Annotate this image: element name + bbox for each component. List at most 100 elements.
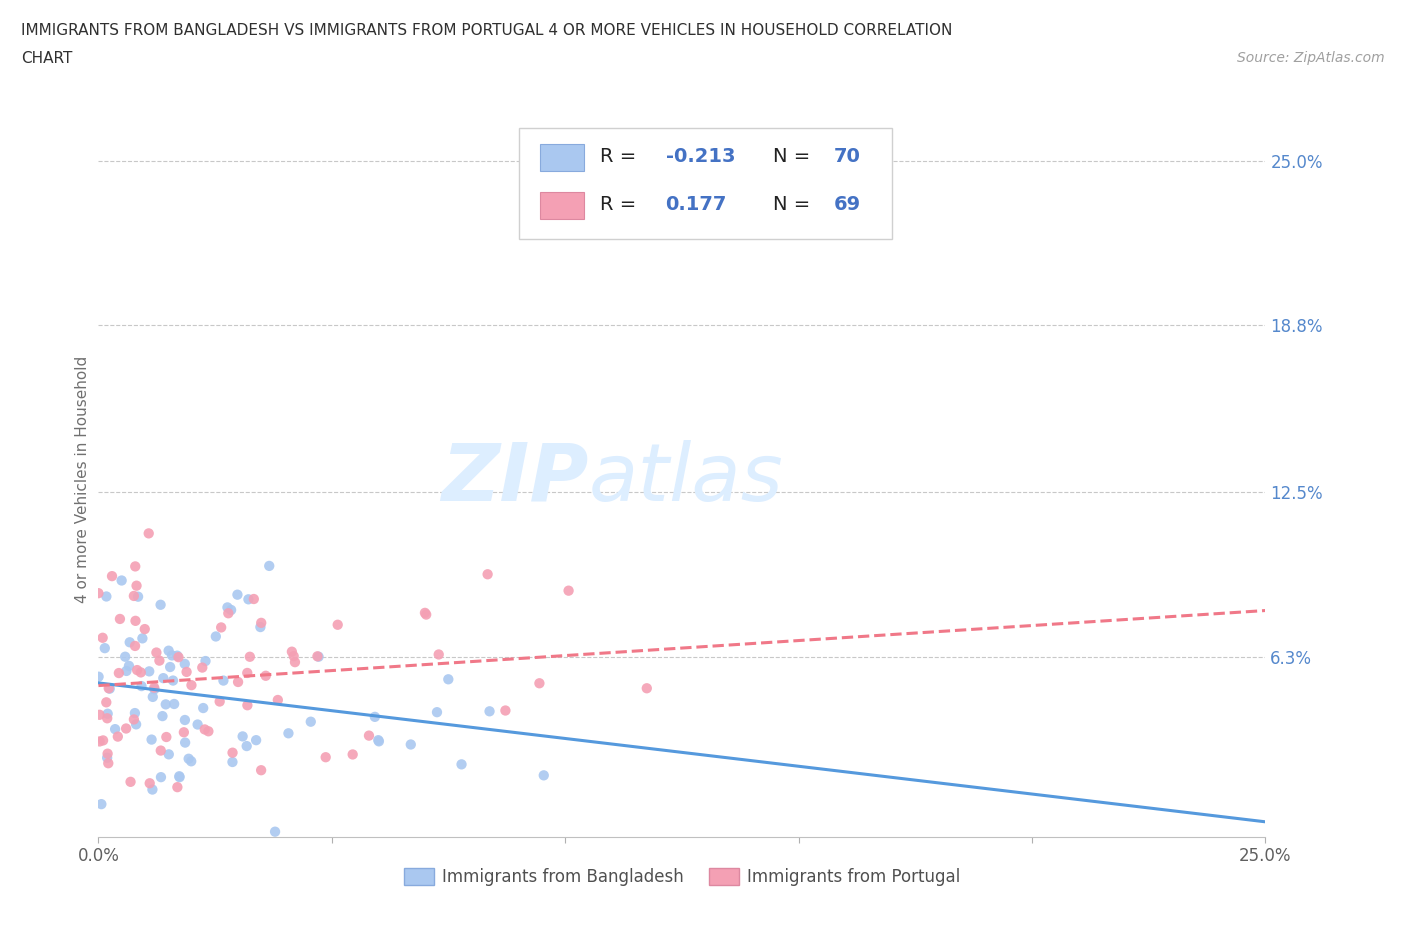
Point xyxy=(98,682,121,697)
Point xyxy=(413,605,436,620)
Point xyxy=(249,619,271,634)
Point xyxy=(118,658,141,673)
Point xyxy=(226,674,249,689)
Point xyxy=(124,639,146,654)
Point xyxy=(209,620,232,635)
Point xyxy=(236,698,259,712)
Point xyxy=(180,678,202,693)
Point xyxy=(267,693,290,708)
Point xyxy=(415,607,437,622)
Point xyxy=(149,597,172,612)
Point xyxy=(162,673,184,688)
Point xyxy=(450,757,472,772)
Point xyxy=(152,709,174,724)
Point xyxy=(187,717,209,732)
Text: IMMIGRANTS FROM BANGLADESH VS IMMIGRANTS FROM PORTUGAL 4 OR MORE VEHICLES IN HOU: IMMIGRANTS FROM BANGLADESH VS IMMIGRANTS… xyxy=(21,23,952,38)
Point xyxy=(163,697,186,711)
Point xyxy=(243,591,266,606)
Point xyxy=(96,695,118,710)
Point xyxy=(277,725,299,740)
Point xyxy=(238,591,260,606)
Point xyxy=(122,589,145,604)
Point xyxy=(155,729,177,744)
Point xyxy=(557,583,579,598)
Point xyxy=(239,649,262,664)
Point xyxy=(173,724,195,739)
Point xyxy=(108,612,131,627)
Point xyxy=(257,558,280,573)
Point xyxy=(97,756,120,771)
Point xyxy=(131,679,153,694)
Point xyxy=(160,648,183,663)
Point xyxy=(129,665,152,680)
Point xyxy=(264,824,287,839)
Point xyxy=(90,797,112,812)
Point xyxy=(138,526,160,541)
Point xyxy=(173,657,195,671)
Point xyxy=(326,618,349,632)
Point xyxy=(342,747,364,762)
Point xyxy=(131,631,153,645)
Point xyxy=(219,603,242,618)
Point xyxy=(152,671,174,685)
Point xyxy=(157,747,180,762)
Point xyxy=(138,664,160,679)
Point xyxy=(127,663,149,678)
Point xyxy=(174,712,197,727)
Point xyxy=(477,566,499,581)
Point xyxy=(174,735,197,750)
Point xyxy=(236,666,259,681)
Point xyxy=(217,600,239,615)
Point xyxy=(208,694,231,709)
Text: 0.177: 0.177 xyxy=(665,195,727,214)
Point xyxy=(96,751,118,765)
Point xyxy=(194,722,217,737)
Point xyxy=(91,631,114,645)
Point xyxy=(169,769,191,784)
Text: 70: 70 xyxy=(834,147,860,166)
Point xyxy=(221,754,243,769)
Point xyxy=(307,649,329,664)
Point xyxy=(155,697,177,711)
Point xyxy=(232,729,254,744)
Point xyxy=(143,682,166,697)
Point xyxy=(167,650,190,665)
Point xyxy=(245,733,267,748)
Point xyxy=(494,703,516,718)
Point xyxy=(193,700,215,715)
Text: 69: 69 xyxy=(834,195,860,214)
Point xyxy=(148,653,170,668)
Point xyxy=(94,641,117,656)
Point xyxy=(437,671,460,686)
Point xyxy=(145,645,167,660)
Text: ZIP: ZIP xyxy=(441,440,589,518)
Point xyxy=(250,616,273,631)
Point xyxy=(122,712,145,727)
Point xyxy=(426,705,449,720)
Point xyxy=(111,573,134,588)
Text: N =: N = xyxy=(773,195,810,214)
Point xyxy=(478,704,501,719)
Point xyxy=(157,644,180,658)
Point xyxy=(124,559,146,574)
Text: atlas: atlas xyxy=(589,440,783,518)
Point xyxy=(97,706,120,721)
Point xyxy=(281,644,304,659)
Point xyxy=(357,728,380,743)
Point xyxy=(149,770,172,785)
Point xyxy=(367,734,389,749)
Point xyxy=(89,708,111,723)
Legend: Immigrants from Bangladesh, Immigrants from Portugal: Immigrants from Bangladesh, Immigrants f… xyxy=(396,861,967,893)
Point xyxy=(308,649,330,664)
Point xyxy=(91,733,114,748)
Point xyxy=(177,751,200,766)
Point xyxy=(134,621,156,636)
Point xyxy=(107,729,129,744)
Point xyxy=(149,743,172,758)
Point xyxy=(636,681,658,696)
Point xyxy=(115,721,138,736)
Point xyxy=(118,635,141,650)
Point xyxy=(529,676,551,691)
Point xyxy=(87,670,110,684)
Point xyxy=(127,590,149,604)
